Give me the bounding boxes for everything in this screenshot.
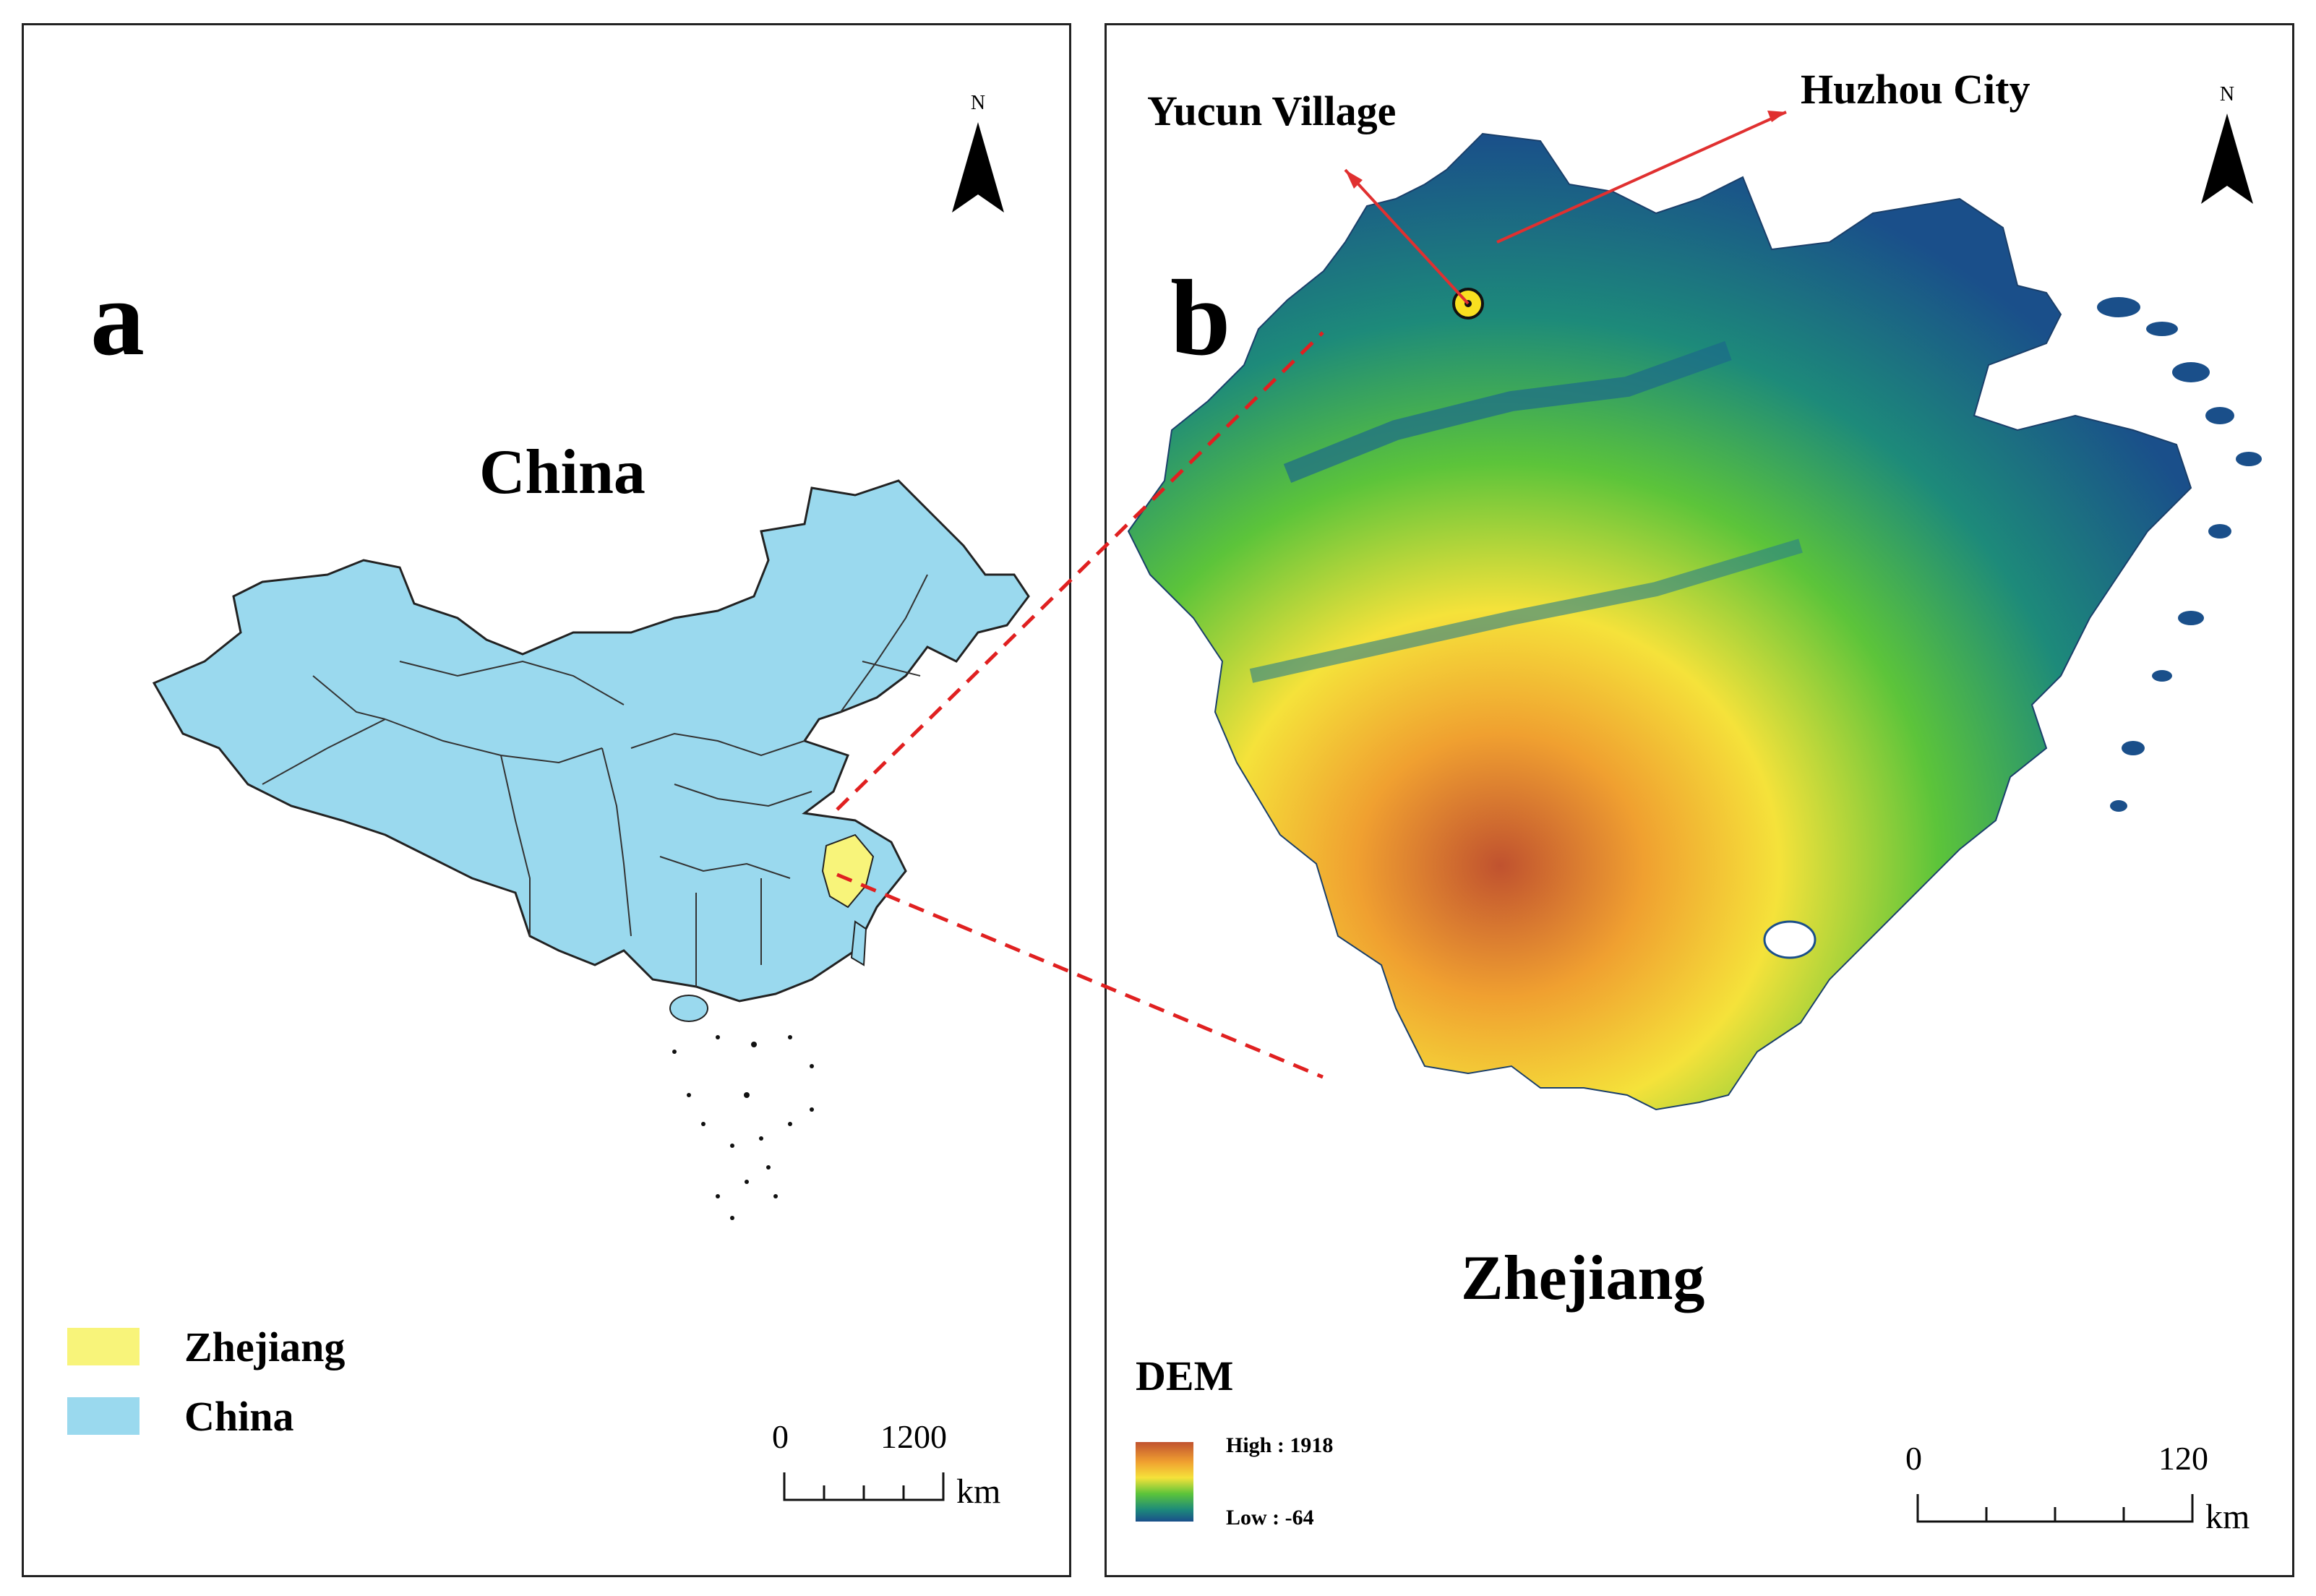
legend-label-zhejiang: Zhejiang [184,1323,346,1370]
scale-unit-b: km [2205,1498,2250,1536]
hainan-shape [669,995,708,1022]
north-arrow-icon [2201,113,2253,204]
legend-swatch-china [67,1397,140,1435]
connector-top [836,331,1324,811]
north-arrow-b: N [2198,83,2256,211]
dem-color-ramp [1136,1442,1193,1522]
huzhou-pointer [1496,111,1787,244]
scale-start-b: 0 [1905,1440,1922,1477]
china-map-panel: a China N [22,23,1071,1577]
zhejiang-map-title: Zhejiang [1461,1243,1705,1313]
china-map-title: China [479,437,646,507]
connector-bottom [836,872,1324,1079]
china-mainland [152,479,1030,1003]
yucun-village-label: Yucun Village [1147,87,1397,134]
north-arrow-icon [952,122,1004,213]
scale-bar-b [1916,1494,2194,1523]
scale-start-a: 0 [772,1418,789,1455]
river-valley [1249,539,1803,683]
north-label-b: N [2219,83,2235,106]
island-bay [1763,920,1817,959]
dem-legend-title: DEM [1136,1352,1234,1399]
legend-label-china: China [184,1393,294,1440]
yucun-pointer [1344,168,1470,305]
zhejiang-dem-map [1127,111,2262,1111]
huzhou-city-label: Huzhou City [1801,66,2030,113]
north-arrow-a: N [949,92,1007,220]
panel-letter-a: a [90,258,145,378]
china-map-shape [152,479,1030,1220]
zhejiang-highlight [821,833,875,909]
river-valley [1283,340,1732,483]
zhejiang-map-panel: b Zhejiang Yucun Village Huzhou City N [1105,23,2294,1577]
zhejiang-dem-shape [1127,132,2192,1111]
taiwan-shape [850,920,867,966]
dem-high-label: High : 1918 [1226,1433,1334,1457]
legend-swatch-zhejiang [67,1328,140,1365]
panel-letter-b: b [1170,258,1231,378]
north-label-a: N [970,92,986,114]
scale-bar-a [783,1472,945,1501]
scale-end-a: 1200 [880,1418,947,1455]
scale-end-b: 120 [2158,1440,2208,1477]
scale-unit-a: km [956,1472,1001,1511]
dem-low-label: Low : -64 [1226,1506,1314,1530]
